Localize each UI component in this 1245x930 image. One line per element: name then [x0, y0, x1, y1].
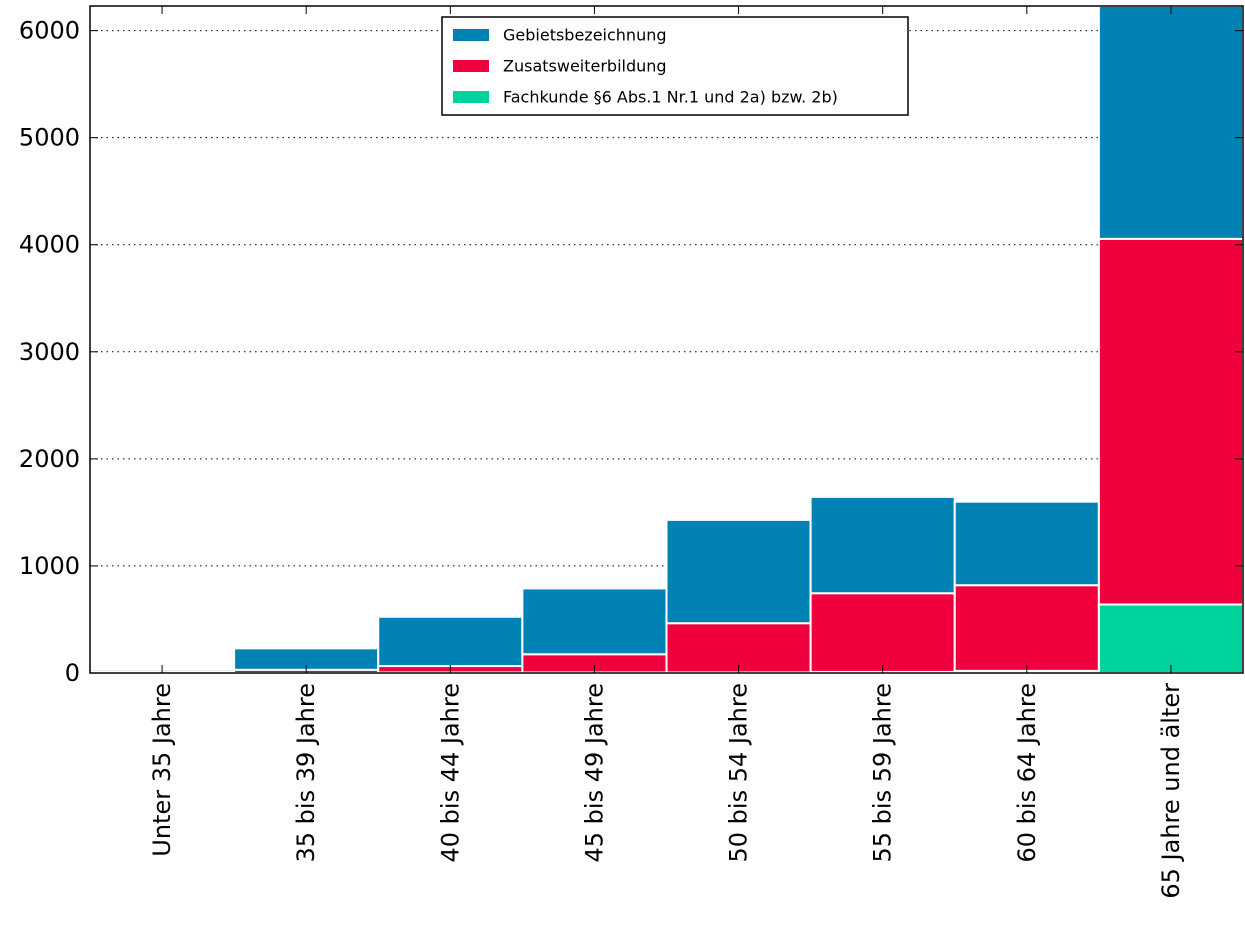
ytick-label-0: 0 [65, 659, 80, 687]
legend-swatch-zusatsweiterbildung [453, 60, 489, 72]
ytick-label-4000: 4000 [19, 231, 80, 259]
legend-label-zusatsweiterbildung: Zusatsweiterbildung [503, 57, 667, 76]
legend-swatch-gebietsbezeichnung [453, 29, 489, 41]
ytick-label-2000: 2000 [19, 445, 80, 473]
legend: Gebietsbezeichnung Zusatsweiterbildung Fac… [441, 16, 909, 116]
bar-gebietsbezeichnung-50-bis-54-jahre [665, 518, 812, 625]
x-axis-ticks: Unter 35 Jahre 35 bis 39 Jahre 40 bis 44 J… [148, 6, 1185, 899]
xtick-label-40-bis-44-jahre: 40 bis 44 Jahre [436, 683, 464, 862]
xtick-label-45-bis-49-jahre: 45 bis 49 Jahre [580, 683, 608, 862]
plot-frame [89, 5, 1244, 674]
bars [89, 5, 1244, 675]
xtick-label-35-bis-39-jahre: 35 bis 39 Jahre [292, 683, 320, 862]
xtick-label-50-bis-54-jahre: 50 bis 54 Jahre [725, 683, 753, 862]
bar-gebietsbezeichnung-55-bis-59-jahre [809, 495, 956, 595]
y-axis-ticks: 0 1000 2000 3000 4000 5000 6000 [19, 17, 1243, 687]
bar-fachkunde-6-abs-1-nr-1-und-2a-bzw-2b-65-jahre-und-lter [1097, 603, 1244, 674]
xtick-label-65-jahre-und-lter: 65 Jahre und älter [1157, 683, 1185, 899]
xtick-label-unter-35-jahre: Unter 35 Jahre [148, 683, 176, 857]
ytick-label-5000: 5000 [19, 124, 80, 152]
bar-gebietsbezeichnung-45-bis-49-jahre [521, 587, 668, 656]
legend-box [441, 16, 909, 116]
bar-gebietsbezeichnung-60-bis-64-jahre [953, 500, 1100, 587]
legend-label-gebietsbezeichnung: Gebietsbezeichnung [503, 26, 667, 45]
bar-zusatsweiterbildung-55-bis-59-jahre [809, 592, 956, 673]
ytick-label-6000: 6000 [19, 17, 80, 45]
bar-gebietsbezeichnung-40-bis-44-jahre [377, 615, 524, 668]
ytick-label-3000: 3000 [19, 338, 80, 366]
bar-zusatsweiterbildung-60-bis-64-jahre [953, 584, 1100, 672]
legend-label-fachkunde-6-abs-1-nr-1-und-2a-bzw-2b: Fachkunde §6 Abs.1 Nr.1 und 2a) bzw. 2b) [503, 88, 838, 107]
legend-swatch-fachkunde-6-abs-1-nr-1-und-2a-bzw-2b [453, 91, 489, 103]
ytick-label-1000: 1000 [19, 552, 80, 580]
xtick-label-55-bis-59-jahre: 55 bis 59 Jahre [869, 683, 897, 862]
xtick-label-60-bis-64-jahre: 60 bis 64 Jahre [1013, 683, 1041, 862]
bar-gebietsbezeichnung-65-jahre-und-lter [1097, 5, 1244, 240]
bar-zusatsweiterbildung-65-jahre-und-lter [1097, 237, 1244, 606]
axes [89, 5, 1244, 674]
